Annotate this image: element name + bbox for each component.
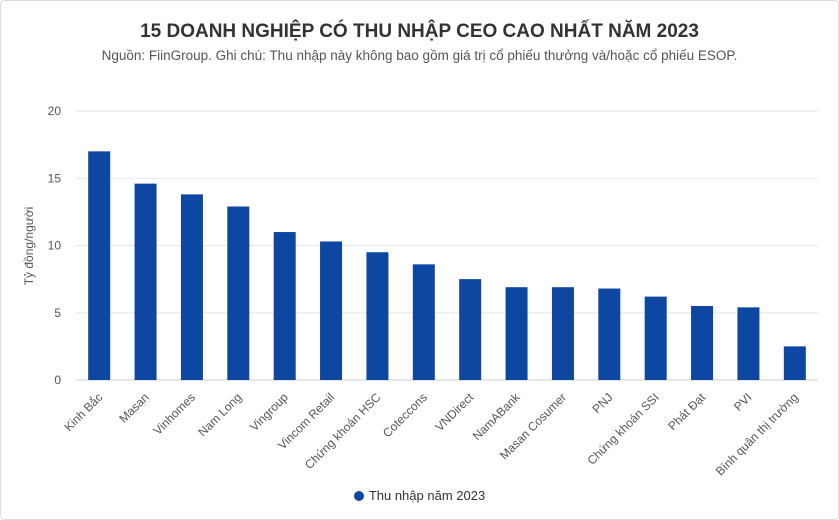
x-tick-label: Masan bbox=[116, 390, 151, 425]
bar[interactable] bbox=[644, 296, 667, 380]
bar[interactable] bbox=[366, 252, 389, 380]
y-tick-label: 10 bbox=[48, 239, 62, 253]
x-tick-label: PVI bbox=[731, 390, 755, 414]
y-tick-label: 20 bbox=[48, 104, 62, 118]
bar[interactable] bbox=[227, 206, 250, 380]
y-tick-label: 15 bbox=[48, 171, 62, 185]
bar[interactable] bbox=[505, 287, 528, 380]
bar[interactable] bbox=[320, 241, 343, 380]
x-tick-label: Vingroup bbox=[247, 390, 291, 434]
chart-title: 15 DOANH NGHIỆP CÓ THU NHẬP CEO CAO NHẤT… bbox=[140, 21, 699, 42]
x-tick-label: PNJ bbox=[590, 390, 616, 416]
bar[interactable] bbox=[783, 346, 806, 380]
bar[interactable] bbox=[737, 307, 760, 380]
bar[interactable] bbox=[412, 264, 435, 380]
bar[interactable] bbox=[273, 232, 296, 380]
x-tick-label: Nam Long bbox=[195, 390, 244, 439]
x-tick-label: Phát Đạt bbox=[665, 390, 708, 433]
bar[interactable] bbox=[551, 287, 574, 380]
x-tick-label: Bình quân thị trường bbox=[713, 390, 801, 478]
legend-marker bbox=[353, 491, 364, 501]
x-tick-label: Vinhomes bbox=[151, 390, 198, 437]
y-axis-label: Tỷ đồng/người bbox=[22, 207, 36, 286]
legend-label: Thu nhập năm 2023 bbox=[368, 488, 486, 503]
chart-subtitle: Nguồn: FiinGroup. Ghi chú: Thu nhập này … bbox=[101, 48, 738, 63]
y-tick-label: 0 bbox=[54, 373, 61, 387]
legend-item[interactable]: Thu nhập năm 2023 bbox=[1, 488, 838, 503]
bar[interactable] bbox=[691, 306, 714, 380]
bar[interactable] bbox=[180, 194, 203, 380]
bar[interactable] bbox=[134, 183, 157, 380]
bar[interactable] bbox=[598, 288, 621, 380]
x-tick-label: Coteccons bbox=[380, 390, 430, 440]
bar[interactable] bbox=[459, 279, 482, 380]
x-tick-label: VNDirect bbox=[432, 390, 476, 434]
x-tick-label: Kinh Bắc bbox=[61, 390, 106, 435]
bar[interactable] bbox=[88, 151, 111, 380]
y-tick-label: 5 bbox=[54, 306, 61, 320]
